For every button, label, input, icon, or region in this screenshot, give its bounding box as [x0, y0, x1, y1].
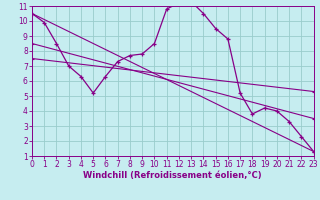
X-axis label: Windchill (Refroidissement éolien,°C): Windchill (Refroidissement éolien,°C) [84, 171, 262, 180]
